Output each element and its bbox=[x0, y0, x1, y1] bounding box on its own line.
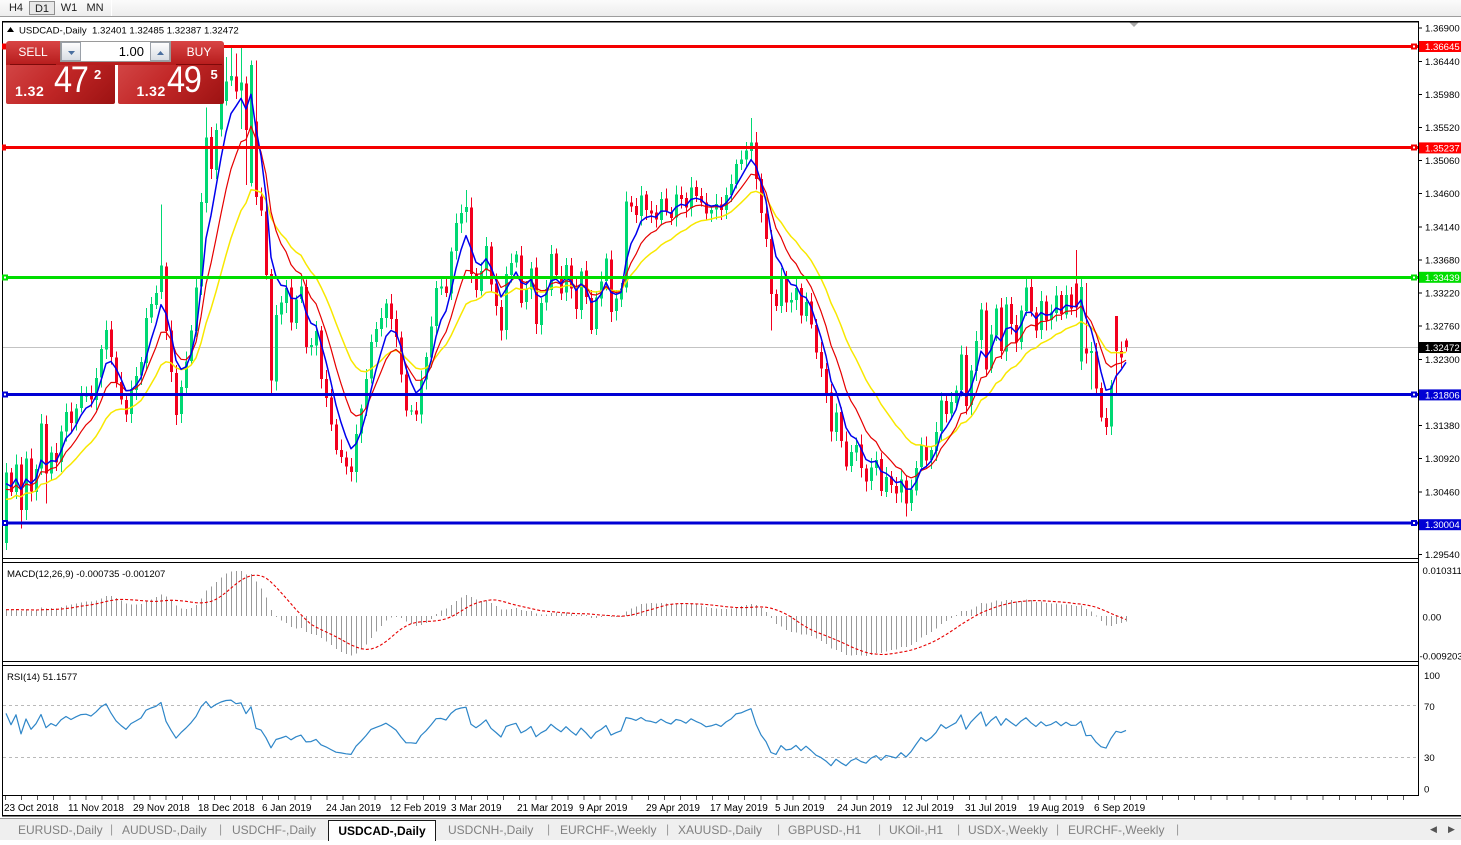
svg-text:12 Feb 2019: 12 Feb 2019 bbox=[390, 803, 447, 814]
svg-text:1.30004: 1.30004 bbox=[1425, 520, 1460, 531]
svg-text:19 Aug 2019: 19 Aug 2019 bbox=[1028, 803, 1085, 814]
svg-text:70: 70 bbox=[1424, 702, 1435, 713]
svg-text:9 Apr 2019: 9 Apr 2019 bbox=[579, 803, 628, 814]
svg-text:29 Apr 2019: 29 Apr 2019 bbox=[646, 803, 700, 814]
svg-text:24 Jun 2019: 24 Jun 2019 bbox=[837, 803, 892, 814]
svg-text:100: 100 bbox=[1424, 671, 1440, 682]
svg-text:1.29540: 1.29540 bbox=[1425, 550, 1460, 561]
svg-text:5 Jun 2019: 5 Jun 2019 bbox=[775, 803, 825, 814]
svg-text:1.33680: 1.33680 bbox=[1425, 256, 1460, 267]
svg-text:23 Oct 2018: 23 Oct 2018 bbox=[4, 803, 59, 814]
svg-text:-0.009203: -0.009203 bbox=[1420, 652, 1461, 663]
svg-text:1.35520: 1.35520 bbox=[1425, 123, 1460, 134]
svg-text:30: 30 bbox=[1424, 753, 1435, 764]
svg-text:1.31380: 1.31380 bbox=[1425, 421, 1460, 432]
svg-text:31 Jul 2019: 31 Jul 2019 bbox=[965, 803, 1017, 814]
svg-text:1.36440: 1.36440 bbox=[1425, 57, 1460, 68]
svg-text:21 Mar 2019: 21 Mar 2019 bbox=[517, 803, 574, 814]
svg-text:1.32300: 1.32300 bbox=[1425, 355, 1460, 366]
svg-text:0: 0 bbox=[1424, 785, 1429, 796]
svg-text:1.33439: 1.33439 bbox=[1425, 273, 1460, 284]
svg-text:1.34140: 1.34140 bbox=[1425, 222, 1460, 233]
svg-text:1.35060: 1.35060 bbox=[1425, 156, 1460, 167]
svg-text:1.34600: 1.34600 bbox=[1425, 189, 1460, 200]
svg-text:1.35237: 1.35237 bbox=[1425, 143, 1460, 154]
svg-text:17 May 2019: 17 May 2019 bbox=[710, 803, 768, 814]
svg-text:24 Jan 2019: 24 Jan 2019 bbox=[326, 803, 381, 814]
svg-text:0.00: 0.00 bbox=[1423, 613, 1442, 624]
svg-text:6 Sep 2019: 6 Sep 2019 bbox=[1094, 803, 1146, 814]
svg-text:1.36900: 1.36900 bbox=[1425, 24, 1460, 35]
svg-text:6 Jan 2019: 6 Jan 2019 bbox=[262, 803, 312, 814]
svg-text:1.32760: 1.32760 bbox=[1425, 322, 1460, 333]
svg-text:1.35980: 1.35980 bbox=[1425, 90, 1460, 101]
svg-text:1.36645: 1.36645 bbox=[1425, 42, 1460, 53]
svg-text:1.30460: 1.30460 bbox=[1425, 487, 1460, 498]
svg-text:29 Nov 2018: 29 Nov 2018 bbox=[133, 803, 190, 814]
svg-text:0.010311: 0.010311 bbox=[1423, 566, 1461, 577]
svg-text:RSI(14) 51.1577: RSI(14) 51.1577 bbox=[7, 672, 77, 683]
svg-text:USDCAD-,Daily 1.32401 1.32485: USDCAD-,Daily 1.32401 1.32485 1.32387 1.… bbox=[19, 26, 239, 37]
svg-text:MACD(12,26,9) -0.000735 -0.001: MACD(12,26,9) -0.000735 -0.001207 bbox=[7, 569, 165, 580]
svg-text:12 Jul 2019: 12 Jul 2019 bbox=[902, 803, 954, 814]
svg-text:1.31806: 1.31806 bbox=[1425, 390, 1460, 401]
svg-text:1.32472: 1.32472 bbox=[1425, 343, 1460, 354]
svg-text:1.30920: 1.30920 bbox=[1425, 454, 1460, 465]
svg-text:18 Dec 2018: 18 Dec 2018 bbox=[198, 803, 255, 814]
svg-text:11 Nov 2018: 11 Nov 2018 bbox=[68, 803, 124, 814]
svg-text:1.33220: 1.33220 bbox=[1425, 289, 1460, 300]
svg-text:3 Mar 2019: 3 Mar 2019 bbox=[451, 803, 502, 814]
